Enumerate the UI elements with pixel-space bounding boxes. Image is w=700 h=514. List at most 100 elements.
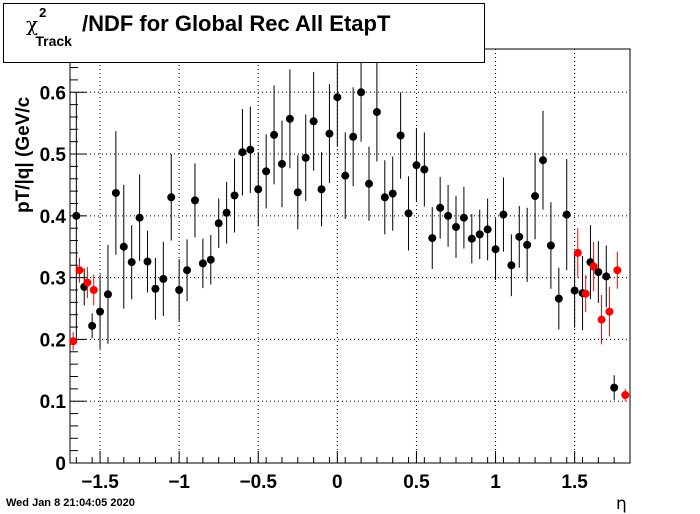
chart-title: χ2 Track/NDF for Global Rec All EtapT	[26, 5, 390, 49]
data-point	[317, 185, 326, 194]
data-point	[475, 230, 484, 239]
x-tick-label: −0.5	[239, 472, 277, 493]
data-point	[83, 278, 92, 287]
data-point	[135, 213, 144, 222]
y-tick-label: 0.3	[40, 269, 66, 290]
data-point	[621, 391, 630, 400]
data-point	[111, 188, 120, 197]
x-tick-label: 0	[332, 472, 343, 493]
title-box: χ2 Track/NDF for Global Rec All EtapT	[3, 3, 485, 63]
data-point	[183, 266, 192, 275]
data-point	[467, 234, 476, 243]
x-tick-labels: −1.5 −1 −0.5 0 0.5 1 1.5	[81, 472, 588, 493]
title-subscript: Track	[35, 33, 72, 49]
data-point	[428, 234, 437, 243]
title-symbol: χ	[26, 12, 39, 36]
data-point	[444, 211, 453, 220]
data-point	[570, 286, 579, 295]
data-point	[72, 211, 81, 220]
x-tick-label: −1	[168, 472, 190, 493]
x-tick-label: 1	[490, 472, 501, 493]
data-point	[238, 148, 247, 157]
data-point	[206, 255, 215, 264]
data-point	[589, 262, 598, 271]
data-point	[75, 266, 84, 275]
data-point	[357, 88, 366, 97]
data-point	[349, 132, 358, 141]
data-point	[372, 108, 381, 117]
data-point	[254, 185, 263, 194]
x-axis-label: η	[616, 494, 627, 514]
data-point	[127, 258, 136, 267]
x-tick-label: −1.5	[81, 472, 119, 493]
data-point	[143, 257, 152, 266]
data-point	[198, 259, 207, 268]
data-point	[277, 159, 286, 168]
data-point	[151, 284, 160, 293]
data-point	[222, 208, 231, 217]
data-point	[380, 193, 389, 202]
data-point	[119, 242, 128, 251]
data-point	[246, 145, 255, 154]
data-point	[483, 225, 492, 234]
x-tick-label: 0.5	[403, 472, 430, 493]
data-point	[88, 321, 97, 330]
data-point	[214, 219, 223, 228]
data-point	[562, 210, 571, 219]
data-point	[230, 191, 239, 200]
data-point	[610, 383, 619, 392]
data-point	[364, 179, 373, 188]
y-tick-labels: 0 0.1 0.2 0.3 0.4 0.5 0.6	[40, 83, 67, 475]
data-point	[594, 268, 603, 277]
data-point	[605, 307, 614, 316]
axis-ticks	[70, 54, 615, 464]
data-point	[341, 171, 350, 180]
data-point	[293, 188, 302, 197]
data-point	[69, 337, 78, 346]
y-tick-label: 0.4	[40, 207, 67, 228]
data-point	[309, 117, 318, 126]
data-point	[325, 129, 334, 138]
data-point	[175, 285, 184, 294]
data-point	[262, 167, 271, 176]
data-point	[451, 222, 460, 231]
data-point	[270, 130, 279, 139]
y-axis-label: pT/|q| (GeV/c	[13, 96, 34, 213]
data-point	[436, 203, 445, 212]
data-point	[96, 307, 105, 316]
y-tick-label: 0.6	[40, 83, 66, 104]
data-point	[499, 210, 508, 219]
y-tick-label: 0.2	[40, 330, 66, 351]
data-point	[523, 240, 532, 249]
data-point	[538, 156, 547, 165]
data-point	[159, 274, 168, 283]
data-point	[531, 192, 540, 201]
y-tick-label: 0.5	[40, 145, 67, 166]
data-points	[69, 49, 630, 402]
data-point	[412, 161, 421, 170]
grid-lines	[70, 49, 630, 464]
data-point	[573, 248, 582, 257]
data-point	[103, 290, 112, 299]
data-point	[515, 232, 524, 241]
data-point	[190, 196, 199, 205]
data-point	[89, 285, 98, 294]
data-point	[597, 315, 606, 324]
timestamp: Wed Jan 8 21:04:05 2020	[6, 497, 135, 509]
data-point	[491, 245, 500, 254]
data-point	[388, 189, 397, 198]
data-point	[581, 289, 590, 298]
y-tick-label: 0.1	[40, 392, 67, 413]
data-point	[602, 272, 611, 281]
y-tick-label: 0	[55, 454, 66, 475]
data-point	[613, 266, 622, 275]
data-point	[167, 193, 176, 202]
data-point	[554, 294, 563, 303]
data-point	[420, 165, 429, 174]
data-point	[404, 209, 413, 218]
data-point	[459, 213, 468, 222]
data-point	[301, 153, 310, 162]
x-tick-label: 1.5	[561, 472, 588, 493]
title-superscript: 2	[39, 5, 47, 20]
data-point	[507, 261, 516, 270]
